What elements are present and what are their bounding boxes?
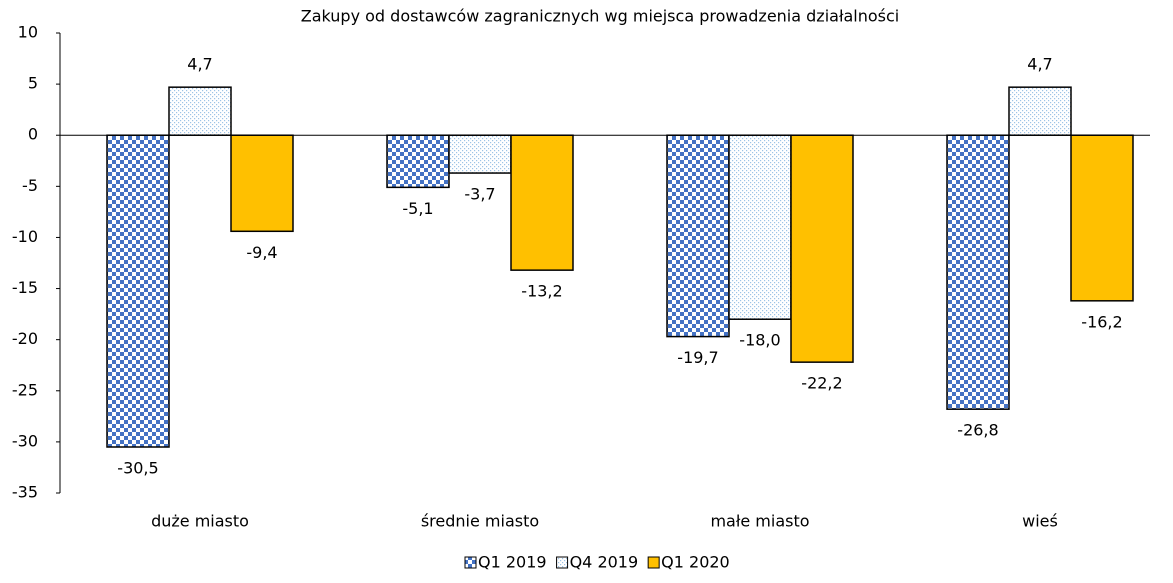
value-label: -19,7 bbox=[677, 348, 718, 367]
value-label: -9,4 bbox=[246, 243, 277, 262]
y-tick-label: -5 bbox=[22, 176, 38, 195]
y-tick-label: 0 bbox=[28, 125, 38, 144]
value-label: -22,2 bbox=[801, 374, 842, 393]
x-tick-label: małe miasto bbox=[710, 512, 809, 531]
bar bbox=[790, 134, 854, 363]
bar bbox=[728, 134, 792, 320]
value-label: -5,1 bbox=[402, 199, 433, 218]
bar bbox=[510, 134, 574, 271]
bar bbox=[946, 134, 1010, 410]
value-label: -18,0 bbox=[739, 331, 780, 350]
value-label: -16,2 bbox=[1081, 312, 1122, 331]
bar bbox=[230, 134, 294, 233]
y-tick-label: 10 bbox=[18, 23, 38, 42]
bar bbox=[1008, 86, 1072, 136]
bar bbox=[168, 86, 232, 136]
legend-label: Q1 2020 bbox=[661, 553, 730, 572]
y-tick-label: -35 bbox=[12, 483, 38, 502]
legend-swatch bbox=[647, 556, 660, 569]
y-tick-label: -15 bbox=[12, 278, 38, 297]
y-tick-label: -25 bbox=[12, 380, 38, 399]
value-label: 4,7 bbox=[1027, 55, 1052, 74]
y-tick-label: -10 bbox=[12, 227, 38, 246]
bar bbox=[1070, 134, 1134, 302]
y-tick-label: -20 bbox=[12, 329, 38, 348]
legend-label: Q1 2019 bbox=[478, 553, 547, 572]
value-label: 4,7 bbox=[187, 55, 212, 74]
chart-title: Zakupy od dostawców zagranicznych wg mie… bbox=[301, 7, 900, 26]
value-label: -3,7 bbox=[464, 185, 495, 204]
value-label: -13,2 bbox=[521, 282, 562, 301]
legend-swatch bbox=[556, 556, 569, 569]
x-tick-label: średnie miasto bbox=[421, 512, 539, 531]
bar bbox=[106, 134, 170, 448]
y-tick-label: 5 bbox=[28, 74, 38, 93]
value-label: -26,8 bbox=[957, 421, 998, 440]
x-tick-label: duże miasto bbox=[151, 512, 249, 531]
value-label: -30,5 bbox=[117, 459, 158, 478]
bar bbox=[666, 134, 730, 338]
legend-swatch bbox=[464, 556, 477, 569]
x-tick-label: wieś bbox=[1022, 512, 1058, 531]
bar bbox=[386, 134, 450, 189]
bar bbox=[448, 134, 512, 174]
y-tick-label: -30 bbox=[12, 431, 38, 450]
legend-label: Q4 2019 bbox=[570, 553, 639, 572]
